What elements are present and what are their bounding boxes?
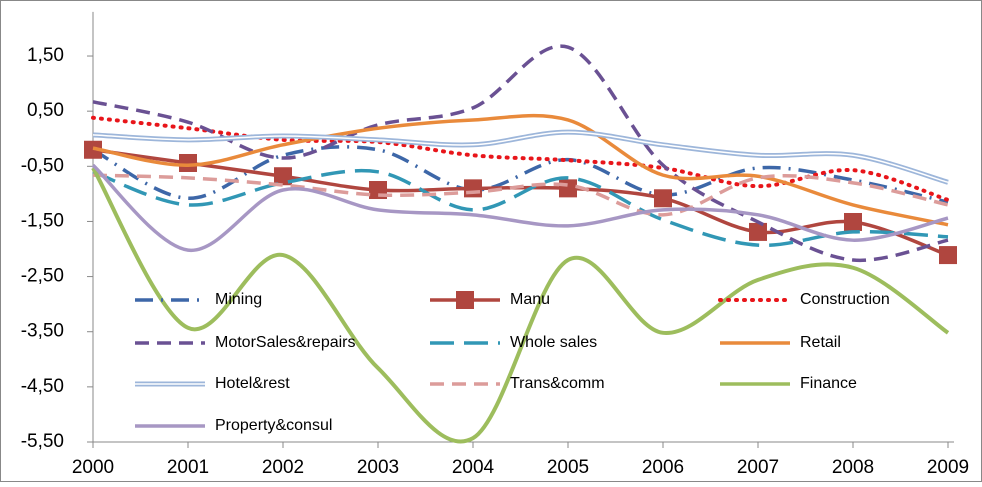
marker (274, 167, 292, 186)
marker (749, 222, 767, 241)
legend-label: Retail (800, 334, 841, 351)
series (91, 166, 950, 444)
legend-label: MotorSales&repairs (215, 334, 356, 351)
legend-entry: Construction (718, 291, 890, 308)
mining-line (92, 145, 949, 204)
x-tick-label: 2001 (167, 457, 209, 478)
x-tick-label: 2005 (547, 457, 589, 478)
marker (559, 179, 577, 198)
y-tick-label: -2,50 (21, 266, 64, 287)
legend-label: Whole sales (510, 334, 597, 351)
whole-sales-line (92, 168, 949, 248)
series (92, 44, 949, 263)
marker (464, 179, 482, 198)
legend-label: Finance (800, 375, 857, 392)
legend-marker (456, 291, 474, 309)
y-tick-label: -0,50 (21, 155, 64, 176)
y-tick-label: -1,50 (21, 210, 64, 231)
legend-label: Hotel&rest (215, 375, 290, 392)
legend-entry: Manu (430, 291, 550, 309)
x-tick-label: 2003 (357, 457, 399, 478)
marker (654, 189, 672, 208)
legend-label: Manu (510, 291, 550, 308)
series (92, 145, 949, 204)
legend-label: Property&consul (215, 417, 332, 434)
x-tick-label: 2006 (642, 457, 684, 478)
x-tick-label: 2000 (72, 457, 114, 478)
series (92, 173, 949, 217)
marker (844, 212, 862, 231)
y-tick-label: -5,50 (21, 431, 64, 452)
legend-entry: Retail (720, 334, 841, 351)
marker (939, 246, 957, 265)
construction-line (91, 115, 950, 202)
series (91, 115, 950, 202)
legend-entry: Finance (720, 375, 857, 392)
x-tick-label: 2004 (452, 457, 495, 478)
motorsales-repairs-line (92, 44, 949, 263)
series (92, 113, 949, 227)
legend-entry: Hotel&rest (135, 375, 290, 392)
trans-comm-line (92, 173, 949, 217)
x-tick-label: 2002 (262, 457, 304, 478)
x-tick-label: 2009 (927, 457, 969, 478)
series (91, 163, 949, 252)
legend-label: Mining (215, 291, 262, 308)
y-tick-label: -3,50 (21, 321, 64, 342)
legend-label: Construction (800, 291, 890, 308)
y-tick-label: 0,50 (27, 100, 64, 121)
x-tick-label: 2008 (832, 457, 874, 478)
legend-entry: Trans&comm (430, 375, 605, 392)
x-tick-label: 2007 (737, 457, 779, 478)
hotel-rest-line-inner (92, 131, 949, 184)
finance-line (91, 166, 950, 444)
series (92, 129, 949, 185)
legend-entry: Mining (135, 291, 262, 308)
legend-label: Trans&comm (510, 375, 605, 392)
legend-entry: Whole sales (430, 334, 597, 351)
legend-entry: Property&consul (135, 417, 332, 434)
marker (179, 153, 197, 172)
y-tick-label: -4,50 (21, 376, 64, 397)
y-tick-label: 1,50 (27, 45, 64, 66)
series (92, 168, 949, 248)
legend-entry: MotorSales&repairs (135, 334, 356, 351)
property-consul-line (91, 163, 949, 252)
retail-line (92, 113, 949, 227)
